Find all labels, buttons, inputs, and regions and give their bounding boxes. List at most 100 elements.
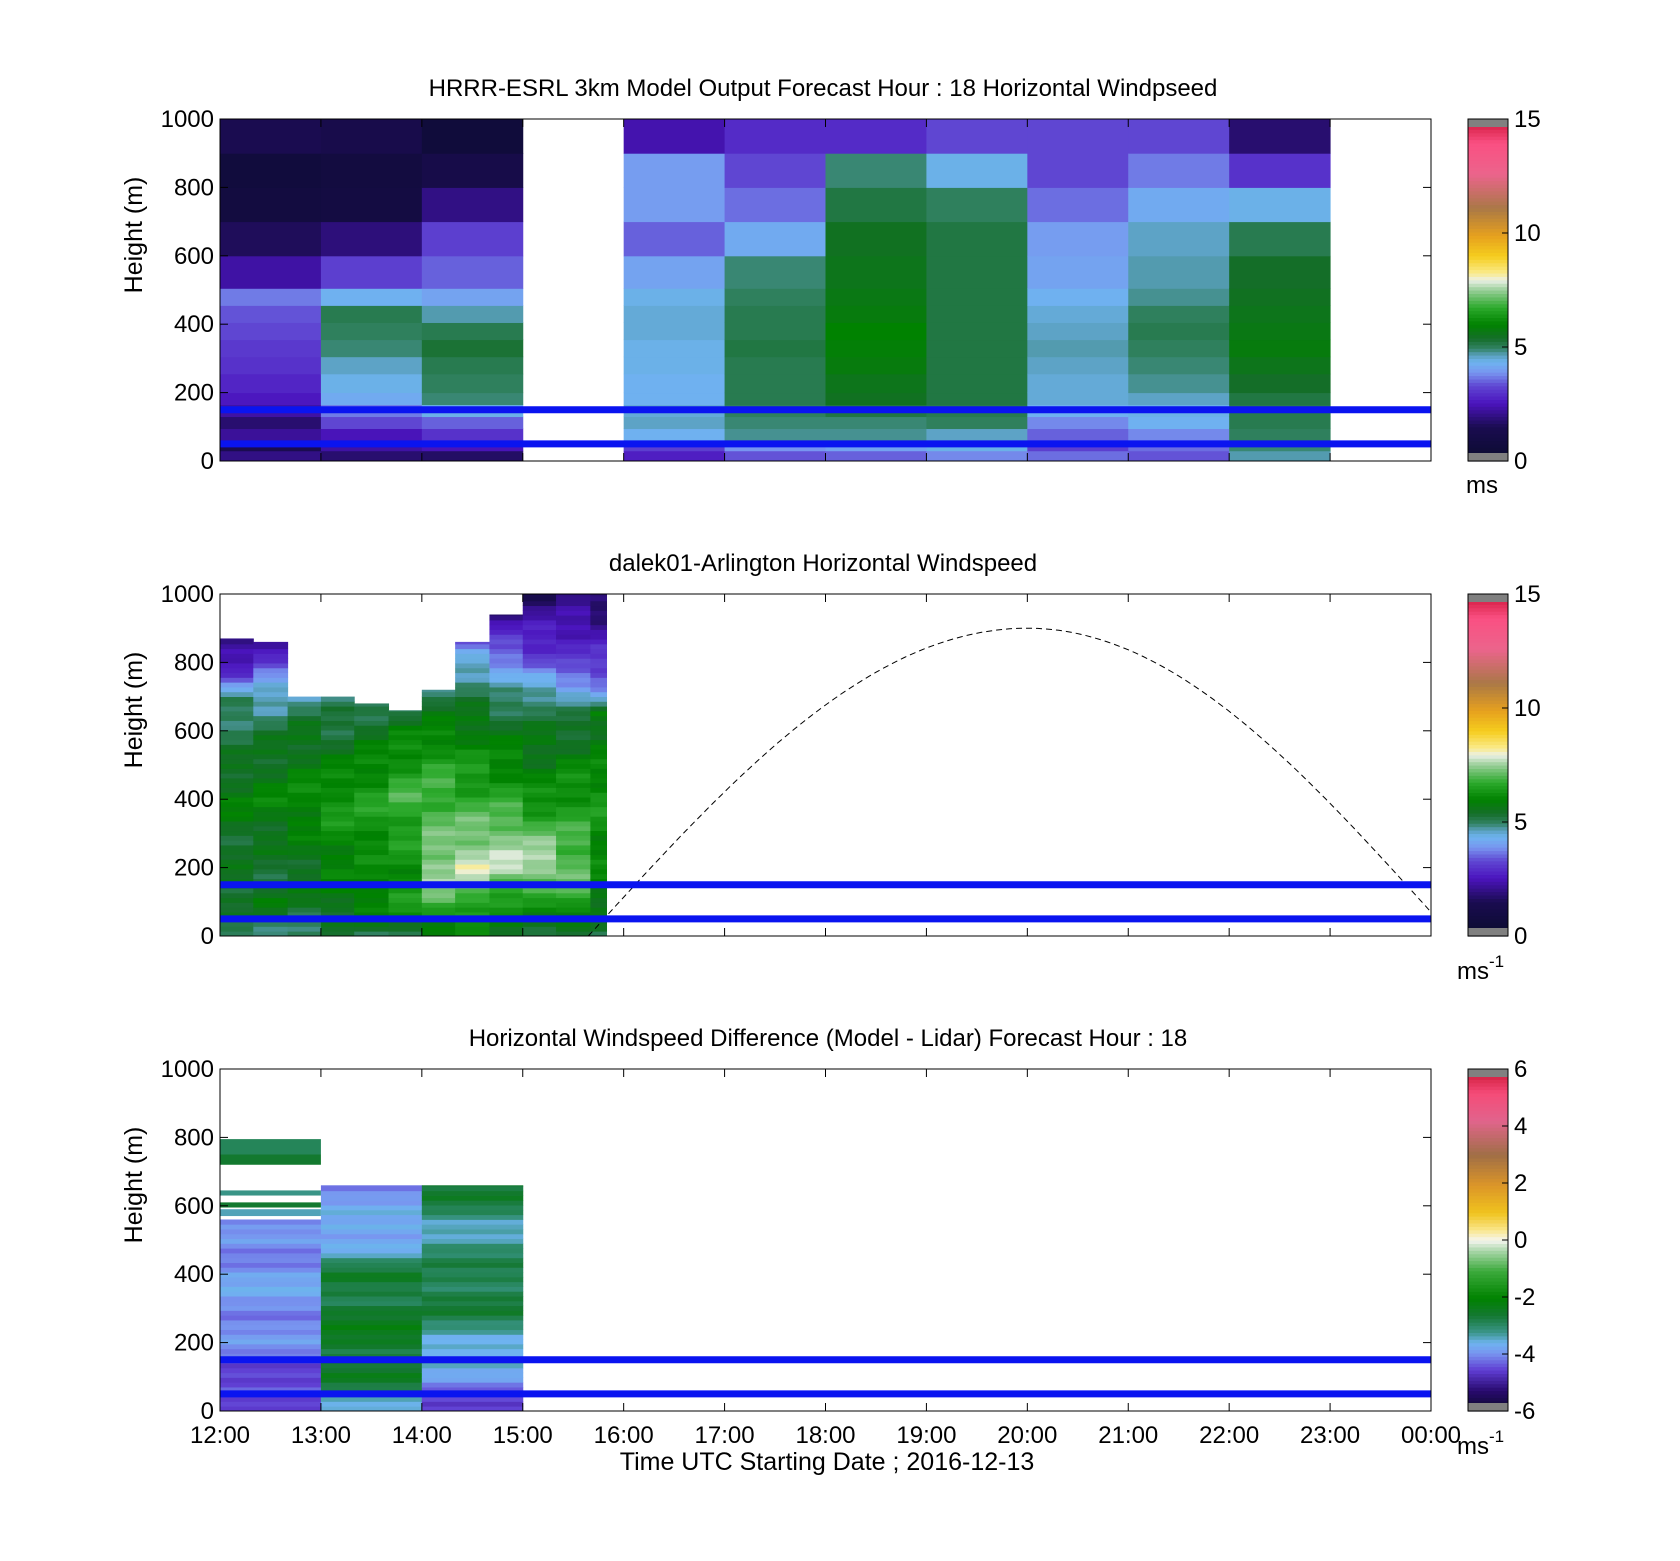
panel1-cell-col6-z238 — [421, 849, 456, 856]
panel1-cell-col2-z210 — [287, 859, 322, 865]
panel1-cell-col3-z196 — [320, 864, 355, 870]
panel0-ytick-label-0: 0 — [201, 448, 214, 475]
panel1-cell-col4-z336 — [354, 816, 390, 822]
panel1-cell-col7-z728 — [455, 682, 490, 688]
panel0-colorbar-step-78 — [1468, 190, 1508, 195]
panel1-colorbar-step-87 — [1468, 635, 1508, 640]
panel1-cell-col10-z812 — [556, 653, 591, 659]
panel0-cell-col3-lvl5 — [623, 392, 726, 406]
panel0-colorbar-step-95 — [1468, 132, 1508, 137]
panel2-cell-col0-z98 — [220, 1372, 322, 1378]
panel1-colorbar-label-0: 0 — [1514, 923, 1527, 950]
panel1-cell-col5-z574 — [388, 734, 423, 741]
panel2-colorbar-step-36 — [1468, 1284, 1508, 1289]
panel1-cell-col6-z630 — [421, 715, 456, 721]
panel1-cell-col11-z672 — [590, 701, 608, 707]
panel0-colorbar-step-58 — [1468, 259, 1508, 264]
panel2-band-1 — [220, 1139, 321, 1155]
panel1-colorbar-step-34 — [1468, 816, 1508, 821]
panel1-cell-col11-z966 — [590, 600, 608, 607]
panel2-cell-col2-z616 — [421, 1195, 524, 1201]
panel2-colorbar-step-67 — [1468, 1178, 1508, 1183]
panel1-cell-col2-z630 — [287, 715, 322, 721]
panel1-cell-col8-z406 — [489, 792, 524, 798]
panel2-ytick-label-600: 600 — [174, 1193, 214, 1220]
panel1-cell-col11-z378 — [590, 801, 608, 808]
panel-lidar-dashed-curve — [587, 627, 1432, 937]
panel0-colorbar-step-96 — [1468, 129, 1508, 134]
panel1-cell-col11-z504 — [590, 758, 608, 765]
panel0-cell-col9-lvl3 — [1229, 416, 1331, 430]
panel1-cell-col5-z448 — [388, 777, 423, 784]
panel1-cell-col9-z714 — [522, 687, 557, 693]
panel2-colorbar-step-88 — [1468, 1106, 1508, 1111]
panel1-cell-col6-z532 — [421, 749, 456, 755]
panel2-colorbar-step-18 — [1468, 1346, 1508, 1351]
panel0-colorbar-step-11 — [1468, 419, 1508, 424]
panel1-cell-col7-z560 — [455, 739, 490, 745]
panel2-colorbar-step-38 — [1468, 1277, 1508, 1282]
panel1-cell-col4-z252 — [354, 845, 390, 851]
panel2-colorbar-step-87 — [1468, 1110, 1508, 1115]
panel0-cell-col9-lvl5 — [1229, 392, 1331, 406]
panel2-colorbar-step-4 — [1468, 1393, 1508, 1398]
panel1-colorbar-step-33 — [1468, 819, 1508, 824]
panel1-cell-col7-z56 — [455, 912, 490, 918]
panel1-cell-col11-z770 — [590, 667, 608, 674]
panel2-colorbar-step-93 — [1468, 1089, 1508, 1094]
panel1-cell-col0-z672 — [220, 701, 254, 707]
panel2-colorbar-step-13 — [1468, 1363, 1508, 1368]
panel0-colorbar-step-41 — [1468, 317, 1508, 322]
panel0-cell-col7-lvl2 — [1027, 428, 1129, 441]
panel1-cell-col3-z686 — [320, 696, 355, 702]
panel2-colorbar-step-44 — [1468, 1257, 1508, 1262]
panel1-cell-col8-z924 — [489, 615, 524, 621]
panel1-cell-col10-z980 — [556, 596, 591, 602]
panel1-colorbar-step-4 — [1468, 918, 1508, 923]
panel1-colorbar-step-81 — [1468, 655, 1508, 660]
panel2-colorbar-step-50 — [1468, 1236, 1508, 1241]
panel1-cell-col0-z252 — [220, 845, 254, 851]
panel1-cell-col5-z462 — [388, 773, 423, 779]
panel0-colorbar-step-36 — [1468, 334, 1508, 339]
panel0-cell-col7-lvl12 — [1027, 255, 1129, 289]
panel1-colorbar-step-18 — [1468, 871, 1508, 876]
panel2-cell-col2-z546 — [421, 1219, 524, 1225]
panel2-ytick-label-1000: 1000 — [161, 1056, 214, 1083]
panel0-cell-col5-lvl5 — [825, 392, 927, 406]
panel1-cell-col11-z700 — [590, 691, 608, 697]
panel1-cell-col1-z854 — [253, 641, 289, 645]
panel0-colorbar-step-55 — [1468, 269, 1508, 274]
panel1-cell-col0-z854 — [220, 639, 254, 645]
panel1-cell-col8-z252 — [489, 845, 524, 851]
panel0-colorbar-step-60 — [1468, 252, 1508, 257]
panel1-cell-col6-z322 — [421, 821, 456, 827]
panel1-cell-col11-z70 — [590, 907, 608, 913]
panel1-cell-col9-z728 — [522, 682, 557, 688]
panel1-colorbar-step-12 — [1468, 891, 1508, 896]
x-tick-label-1: 13:00 — [291, 1422, 351, 1449]
panel2-colorbar-step-31 — [1468, 1301, 1508, 1306]
panel2-colorbar-step-30 — [1468, 1304, 1508, 1309]
panel1-cell-col2-z84 — [287, 902, 322, 908]
panel1-cell-col5-z336 — [388, 816, 423, 822]
panel1-cell-col3-z294 — [320, 830, 355, 836]
panel0-colorbar-step-89 — [1468, 153, 1508, 158]
panel0-cell-col8-lvl11 — [1128, 288, 1230, 306]
panel1-cell-col3-z434 — [320, 782, 355, 788]
panel2-cell-col1-z644 — [320, 1185, 423, 1192]
panel1-cell-col11-z532 — [590, 749, 608, 755]
panel2-cell-col2-z462 — [421, 1248, 524, 1254]
panel1-colorbar-step-36 — [1468, 809, 1508, 814]
panel1-cell-col9-z266 — [522, 840, 557, 846]
panel0-colorbar-step-6 — [1468, 437, 1508, 442]
panel2-cell-col2-z350 — [421, 1286, 524, 1292]
panel1-cell-col1-z70 — [253, 907, 289, 913]
panel0-colorbar-step-48 — [1468, 293, 1508, 298]
panel0-cell-col6-lvl2 — [926, 428, 1028, 441]
panel1-cell-col2-z532 — [287, 749, 322, 755]
panel0-colorbar-step-31 — [1468, 351, 1508, 356]
panel1-colorbar-step-3 — [1468, 922, 1508, 927]
panel2-cell-col0-z504 — [220, 1233, 322, 1240]
panel1-cell-col9-z112 — [522, 892, 557, 899]
